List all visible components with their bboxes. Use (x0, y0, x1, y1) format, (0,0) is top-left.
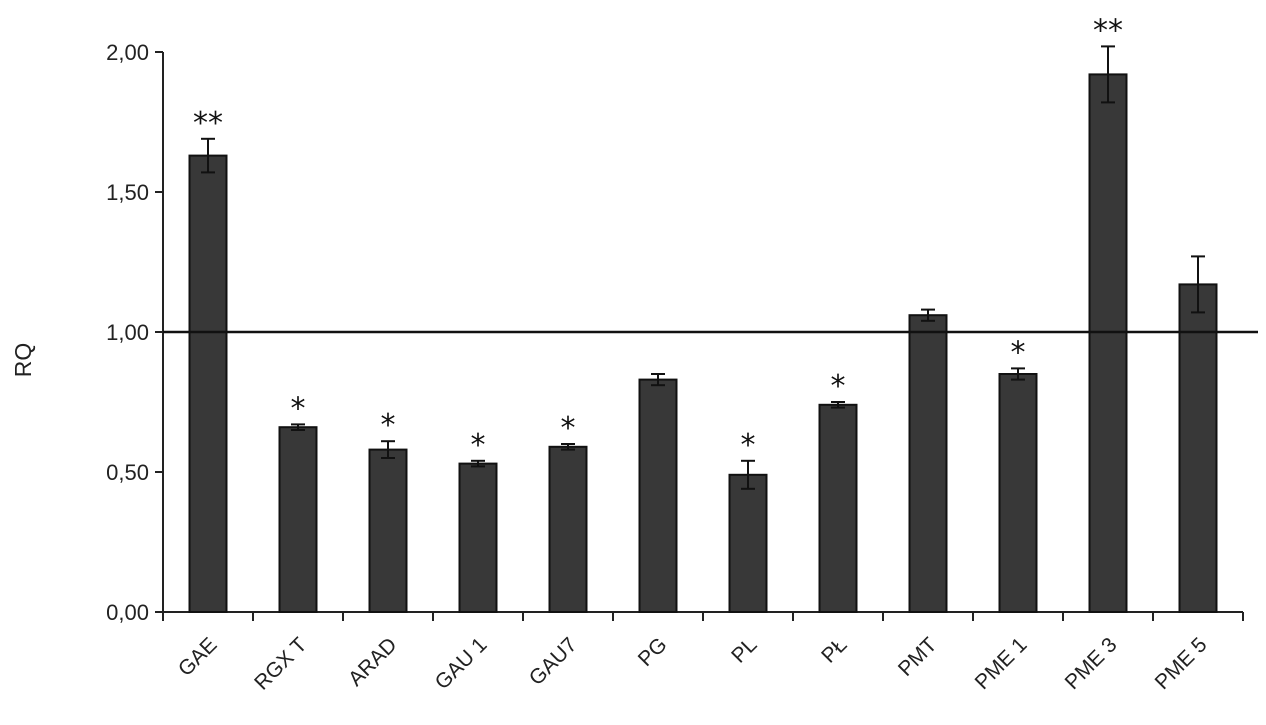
category-label: PME 1 (971, 633, 1032, 694)
bar (458, 462, 498, 613)
category-label: RGX T (250, 633, 311, 694)
y-tick-label: 1,50 (106, 180, 149, 205)
significance-mark: ** (193, 106, 223, 141)
significance-mark: * (741, 428, 756, 463)
significance-mark: * (1011, 335, 1026, 370)
category-label: PL (727, 633, 761, 667)
significance-mark: * (561, 411, 576, 446)
y-tick-label: 0,50 (106, 460, 149, 485)
y-axis-label: RQ (10, 343, 36, 378)
bar (548, 445, 588, 613)
category-label: ARAD (344, 633, 402, 691)
bar (278, 426, 318, 614)
category-label: PMT (894, 633, 942, 681)
plot-area: 0,000,501,001,502,00**GAE*RGX T*ARAD*GAU… (106, 13, 1258, 695)
y-tick-label: 0,00 (106, 600, 149, 625)
y-tick-label: 1,00 (106, 320, 149, 345)
bar (638, 378, 678, 613)
category-label: PME 5 (1151, 633, 1212, 694)
significance-mark: * (471, 428, 486, 463)
bar (818, 403, 858, 613)
bar (998, 373, 1038, 613)
category-label: GAE (174, 633, 222, 681)
category-label: PG (634, 633, 672, 671)
bar (908, 314, 948, 613)
category-label: PME 3 (1061, 633, 1122, 694)
bar (188, 154, 228, 613)
y-tick-label: 2,00 (106, 40, 149, 65)
bar (1178, 283, 1218, 613)
significance-mark: * (381, 408, 396, 443)
category-label: GAU7 (525, 633, 582, 690)
significance-mark: ** (1093, 13, 1123, 48)
category-label: GAU 1 (431, 633, 492, 694)
significance-mark: * (831, 369, 846, 404)
bar (1088, 73, 1128, 613)
significance-mark: * (291, 391, 306, 426)
category-label: PŁ (817, 633, 851, 667)
bar (368, 448, 408, 613)
bar (728, 473, 768, 613)
